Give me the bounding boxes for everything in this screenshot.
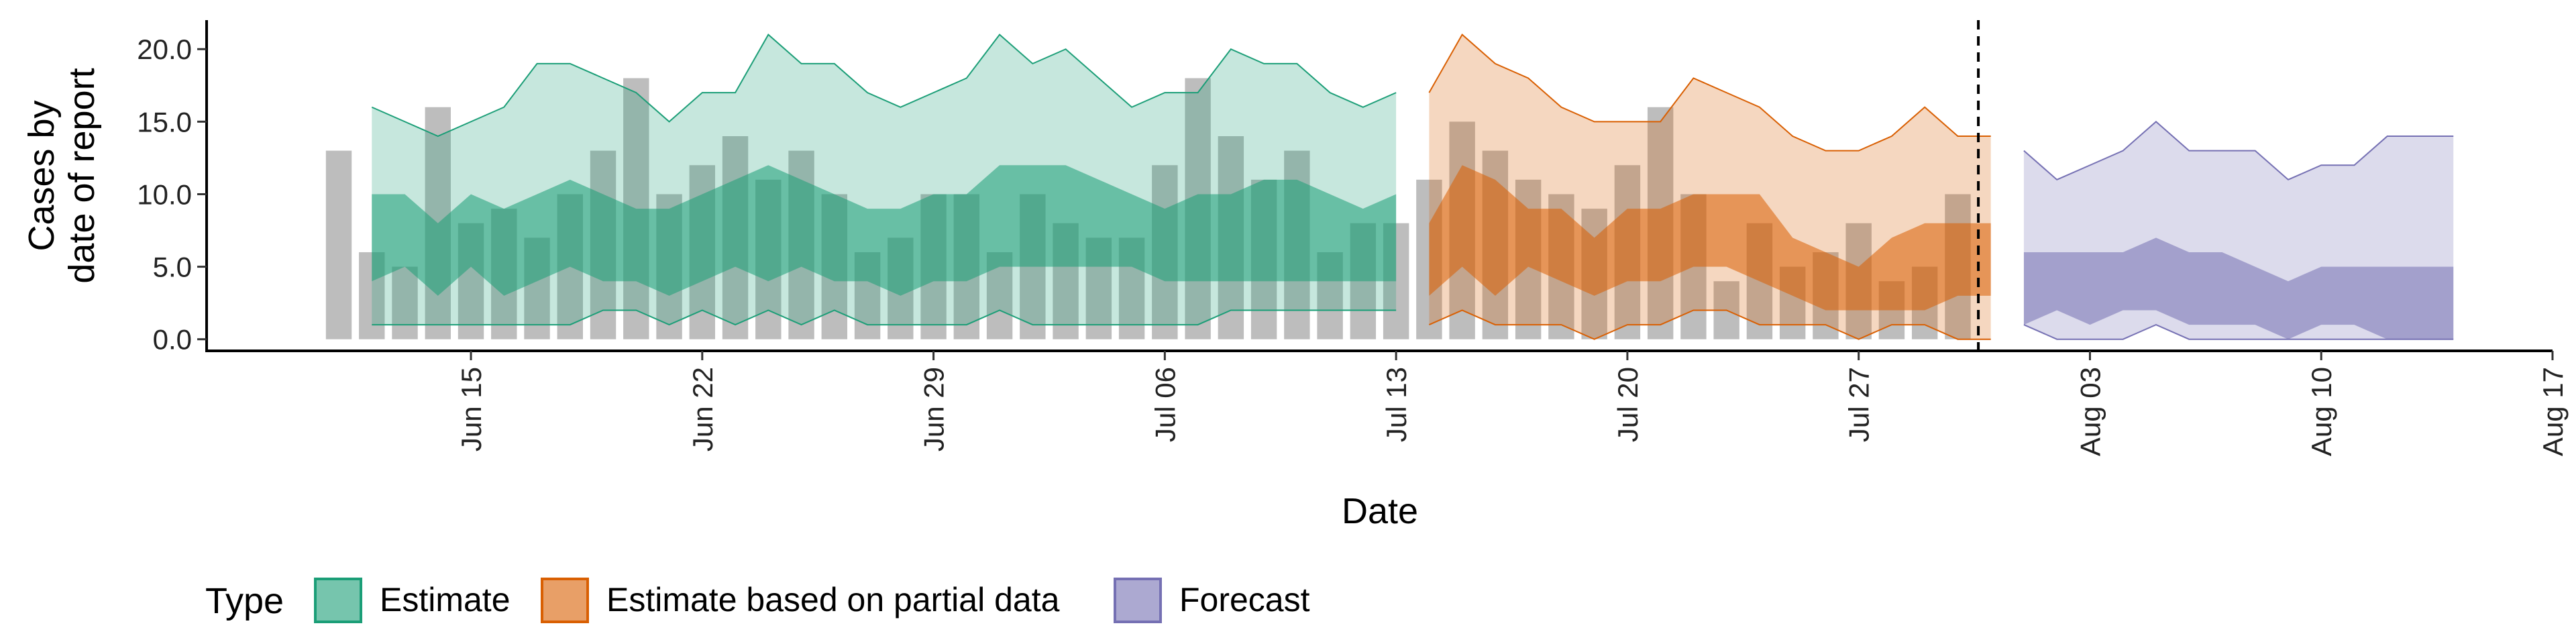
ribbon-50-0: [372, 165, 1397, 296]
legend-key-2: [1114, 578, 1162, 623]
legend-label-0: Estimate: [380, 581, 511, 619]
case-bar-0: [325, 150, 352, 339]
x-tick-label-3: Jul 06: [1149, 367, 1181, 442]
y-axis-title-line2: date of report: [62, 68, 102, 283]
x-tick-label-7: Aug 03: [2074, 367, 2106, 456]
ribbon-upper-edge-2: [2023, 121, 2454, 181]
y-tick-label-4: 20.0: [137, 34, 192, 65]
legend-title: Type: [205, 581, 284, 621]
x-tick-label-4: Jul 13: [1381, 367, 1412, 442]
legend: Type Estimate Estimate based on partial d…: [205, 578, 1310, 623]
ribbon-50-1: [1429, 165, 1991, 311]
x-tick-label-2: Jun 29: [918, 367, 950, 451]
x-tick-label-1: Jun 22: [687, 367, 718, 451]
ribbon-lower-edge-2: [2023, 323, 2454, 340]
plot-area: [325, 20, 2454, 351]
y-axis-title-line1: Cases by: [21, 100, 62, 251]
ribbon-upper-edge-0: [371, 34, 1397, 138]
legend-label-2: Forecast: [1179, 581, 1310, 619]
y-tick-label-3: 15.0: [137, 106, 192, 138]
x-tick-label-6: Jul 27: [1843, 367, 1875, 442]
ribbon-50-2: [2023, 237, 2454, 339]
y-tick-label-1: 5.0: [153, 252, 192, 283]
y-tick-label-2: 10.0: [137, 178, 192, 210]
legend-key-0: [314, 578, 362, 623]
x-tick-label-8: Aug 10: [2306, 367, 2337, 456]
x-tick-label-5: Jul 20: [1612, 367, 1644, 442]
case-bar-2: [392, 266, 418, 339]
legend-key-1: [541, 578, 589, 623]
x-tick-label-9: Aug 17: [2537, 367, 2569, 456]
ribbon-upper-edge-1: [1428, 34, 1991, 152]
axes: 0.0 5.0 10.0 15.0 20.0 Jun 15 Jun 22 Jun 29 Jul …: [137, 20, 2569, 456]
ribbon-lower-edge-0: [372, 309, 1397, 326]
x-tick-label-0: Jun 15: [455, 367, 487, 451]
y-tick-label-0: 0.0: [153, 324, 192, 356]
legend-label-1: Estimate based on partial data: [606, 581, 1060, 619]
x-axis-title: Date: [1342, 491, 1418, 531]
ribbon-lower-edge-1: [1428, 309, 1991, 340]
